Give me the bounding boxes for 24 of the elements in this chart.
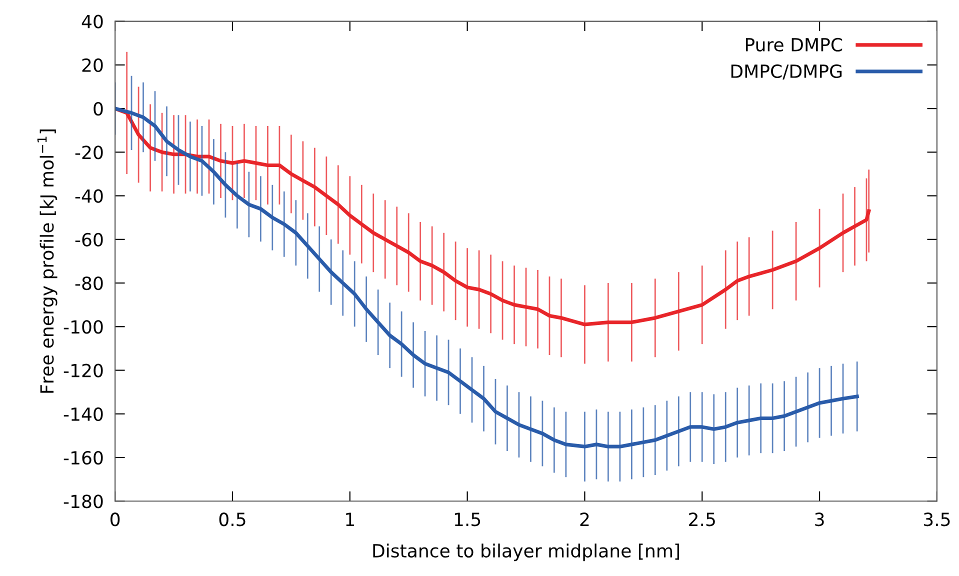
x-tick-label: 1: [346, 512, 354, 526]
y-tick-label: -120: [64, 364, 103, 378]
y-tick-label: -140: [64, 407, 103, 421]
y-tick-label: -180: [64, 494, 103, 508]
y-tick-label: 20: [82, 58, 103, 72]
y-tick-label: -160: [64, 450, 103, 465]
y-tick-label: -80: [75, 276, 103, 290]
x-tick-label: 2.5: [689, 512, 715, 526]
y-tick-label: -40: [75, 189, 103, 203]
y-tick-label: 40: [82, 14, 103, 28]
x-tick-label: 2: [580, 512, 589, 526]
x-tick-label: 3.5: [924, 512, 950, 526]
x-tick-label: 0.5: [219, 512, 246, 526]
x-tick-label: 0: [110, 512, 120, 526]
x-tick-label: 1.5: [454, 512, 480, 526]
legend-label: Pure DMPC: [746, 38, 842, 52]
y-tick-label: -60: [75, 232, 103, 247]
legend-label: DMPC/DMPG: [731, 64, 842, 80]
y-tick-label: -100: [64, 320, 103, 334]
y-axis-title: Free energy profile [kJ mol$^{−1}$]: [37, 130, 58, 393]
y-tick-label: 0: [94, 102, 103, 116]
x-tick-label: 3: [815, 512, 824, 526]
y-tick-label: -20: [75, 146, 103, 160]
x-axis-title: Distance to bilayer midplane [nm]: [373, 544, 680, 562]
